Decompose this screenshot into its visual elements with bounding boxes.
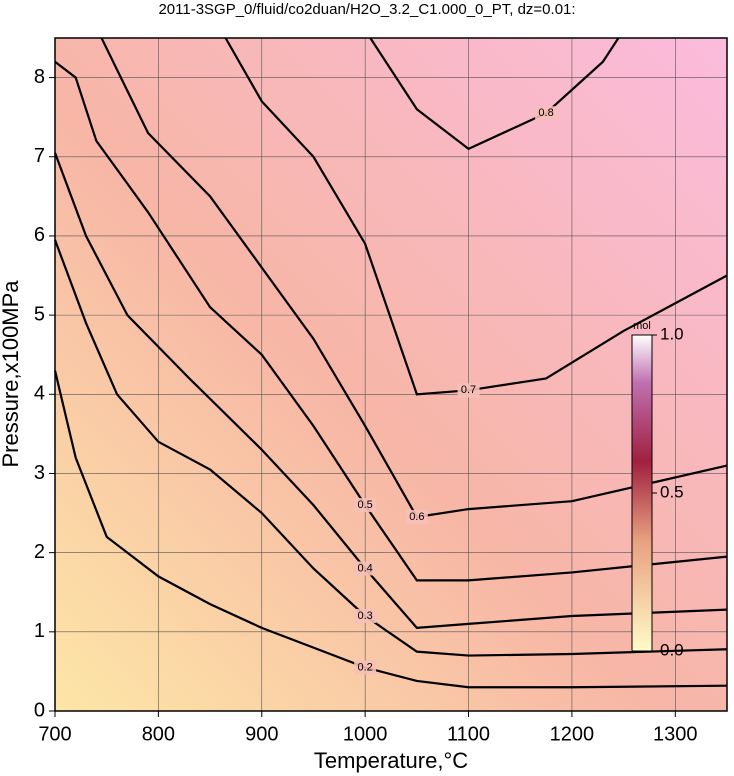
contour-label-bg	[354, 561, 377, 576]
contour-label: 0.7	[461, 384, 476, 396]
y-tick-label: 2	[34, 541, 45, 563]
contour-label: 0.4	[358, 562, 373, 574]
x-tick-label: 700	[38, 723, 71, 745]
contour-label: 0.3	[358, 610, 373, 622]
colorbar-tick-label: 0.5	[660, 482, 684, 501]
contour-label-bg	[354, 498, 377, 513]
plot-background	[55, 38, 727, 711]
contour-line	[54, 60, 728, 582]
contour-label: 0.5	[358, 499, 373, 511]
y-axis-label: Pressure,x100MPa	[0, 280, 23, 468]
contour-label-bg	[354, 608, 377, 623]
contour-label-bg	[457, 383, 480, 398]
x-tick-label: 1100	[447, 723, 490, 745]
y-tick-label: 8	[34, 66, 45, 88]
y-tick-label: 7	[34, 145, 45, 167]
x-tick-label: 1200	[550, 723, 595, 745]
contour-label-bg	[354, 660, 377, 675]
y-tick-label: 1	[34, 620, 45, 642]
x-tick-label: 1300	[653, 723, 698, 745]
contour-line	[369, 37, 620, 151]
y-tick-label: 0	[34, 699, 45, 721]
contour-line	[224, 37, 728, 396]
y-tick-label: 4	[34, 383, 45, 405]
y-tick-label: 3	[34, 462, 45, 484]
contour-label: 0.8	[538, 107, 553, 119]
x-tick-label: 900	[245, 723, 278, 745]
contour-label-bg	[405, 510, 428, 525]
colorbar-tick-label: 1.0	[660, 324, 684, 343]
contour-line	[53, 152, 728, 630]
x-axis-label: Temperature,°C	[314, 748, 468, 773]
colorbar-label: mol	[633, 320, 651, 332]
contour-label-bg	[535, 106, 558, 121]
x-tick-label: 800	[142, 723, 175, 745]
colorbar-tick-label: 0.0	[660, 640, 684, 659]
contour-line	[53, 239, 728, 657]
x-tick-label: 1000	[343, 723, 388, 745]
plot-frame	[54, 37, 728, 712]
y-tick-label: 5	[34, 303, 45, 325]
colorbar	[631, 334, 653, 652]
contour-line	[53, 370, 728, 689]
contour-label: 0.2	[358, 661, 373, 673]
contour-label: 0.6	[409, 511, 424, 523]
y-tick-label: 6	[34, 224, 45, 246]
chart-title: 2011-3SGP_0/fluid/co2duan/H2O_3.2_C1.000…	[158, 1, 575, 18]
contour-line	[100, 37, 728, 519]
